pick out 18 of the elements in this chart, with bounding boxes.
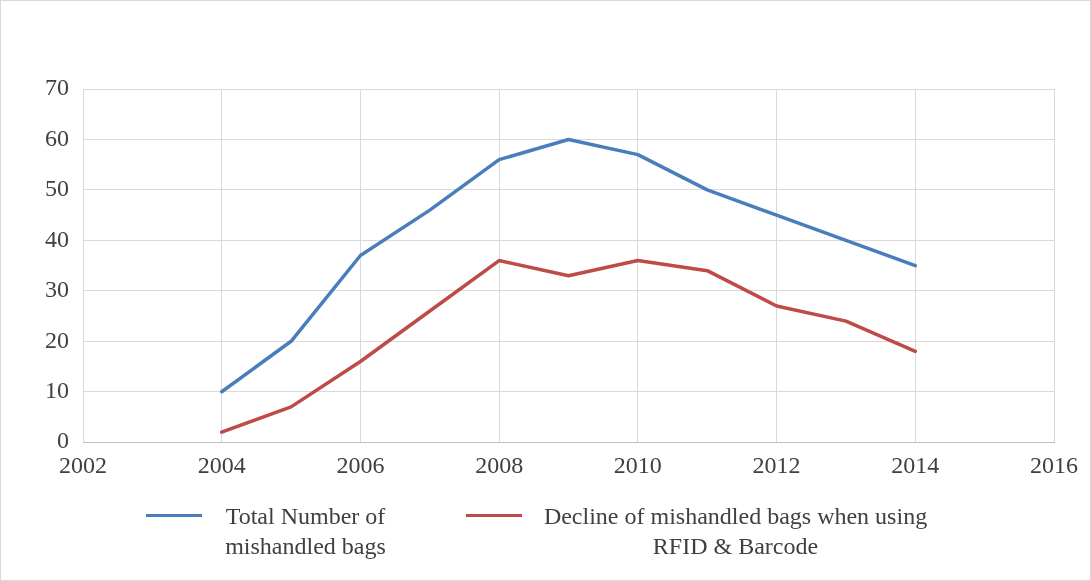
y-tick-label: 50 — [45, 175, 69, 202]
y-tick-label: 10 — [45, 377, 69, 404]
y-tick-label: 0 — [57, 427, 69, 454]
y-tick-label: 70 — [45, 74, 69, 101]
legend-label: Decline of mishandled bags when using RFID & Barcode — [542, 502, 929, 561]
y-tick-label: 30 — [45, 276, 69, 303]
x-tick-label: 2006 — [336, 451, 385, 478]
y-tick-label: 40 — [45, 225, 69, 252]
y-tick-label: 60 — [45, 124, 69, 151]
legend-label: Total Number of mishandled bags — [224, 502, 387, 561]
x-tick-label: 2004 — [197, 451, 246, 478]
x-tick-label: 2008 — [475, 451, 524, 478]
x-tick-label: 2016 — [1030, 451, 1078, 478]
x-tick-label: 2014 — [891, 451, 940, 478]
x-tick-label: 2012 — [752, 451, 801, 478]
x-tick-label: 2010 — [613, 451, 662, 478]
y-tick-label: 20 — [45, 326, 69, 353]
x-tick-label: 2002 — [59, 451, 107, 478]
